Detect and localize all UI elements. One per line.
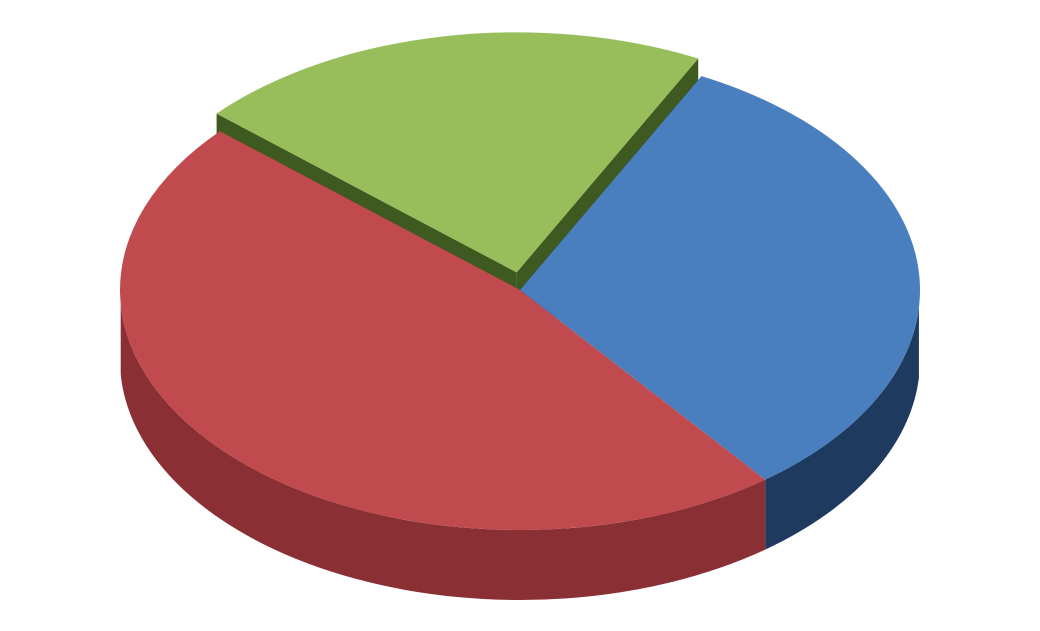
pie-chart-3d — [0, 0, 1040, 631]
